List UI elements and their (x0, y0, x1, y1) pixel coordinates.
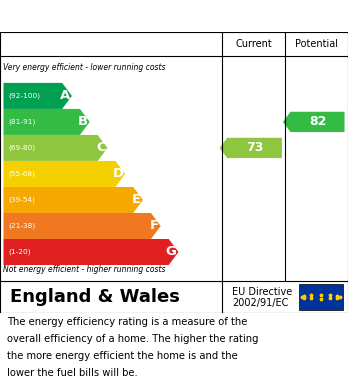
Text: 82: 82 (309, 115, 326, 128)
Text: Potential: Potential (295, 39, 338, 49)
Text: E: E (132, 194, 141, 206)
Text: Not energy efficient - higher running costs: Not energy efficient - higher running co… (3, 265, 166, 274)
Polygon shape (3, 213, 161, 239)
Text: A: A (60, 90, 70, 102)
Text: The energy efficiency rating is a measure of the: The energy efficiency rating is a measur… (7, 317, 247, 327)
Text: C: C (96, 142, 106, 154)
Text: (55-68): (55-68) (9, 171, 36, 177)
Text: (39-54): (39-54) (9, 197, 36, 203)
Text: Current: Current (235, 39, 272, 49)
Polygon shape (3, 135, 108, 161)
Text: F: F (150, 219, 159, 233)
Text: 2002/91/EC: 2002/91/EC (232, 298, 289, 308)
Text: (69-80): (69-80) (9, 145, 36, 151)
Text: 73: 73 (246, 142, 263, 154)
Text: lower the fuel bills will be.: lower the fuel bills will be. (7, 368, 138, 378)
Text: G: G (166, 246, 177, 258)
Polygon shape (3, 187, 143, 213)
Text: EU Directive: EU Directive (232, 287, 293, 297)
Text: (21-38): (21-38) (9, 223, 36, 229)
Bar (299, 284, 343, 310)
Polygon shape (220, 138, 282, 158)
Text: (92-100): (92-100) (9, 93, 41, 99)
Text: (81-91): (81-91) (9, 118, 36, 125)
Polygon shape (3, 109, 90, 135)
Polygon shape (3, 239, 179, 265)
Text: B: B (78, 115, 88, 128)
Text: England & Wales: England & Wales (10, 288, 180, 306)
Text: D: D (112, 167, 124, 180)
Text: (1-20): (1-20) (9, 249, 31, 255)
Polygon shape (3, 83, 72, 109)
Text: Very energy efficient - lower running costs: Very energy efficient - lower running co… (3, 63, 166, 72)
Polygon shape (283, 112, 345, 132)
Text: Energy Efficiency Rating: Energy Efficiency Rating (64, 8, 284, 23)
Polygon shape (3, 161, 125, 187)
Text: overall efficiency of a home. The higher the rating: overall efficiency of a home. The higher… (7, 334, 259, 344)
Text: the more energy efficient the home is and the: the more energy efficient the home is an… (7, 351, 238, 361)
